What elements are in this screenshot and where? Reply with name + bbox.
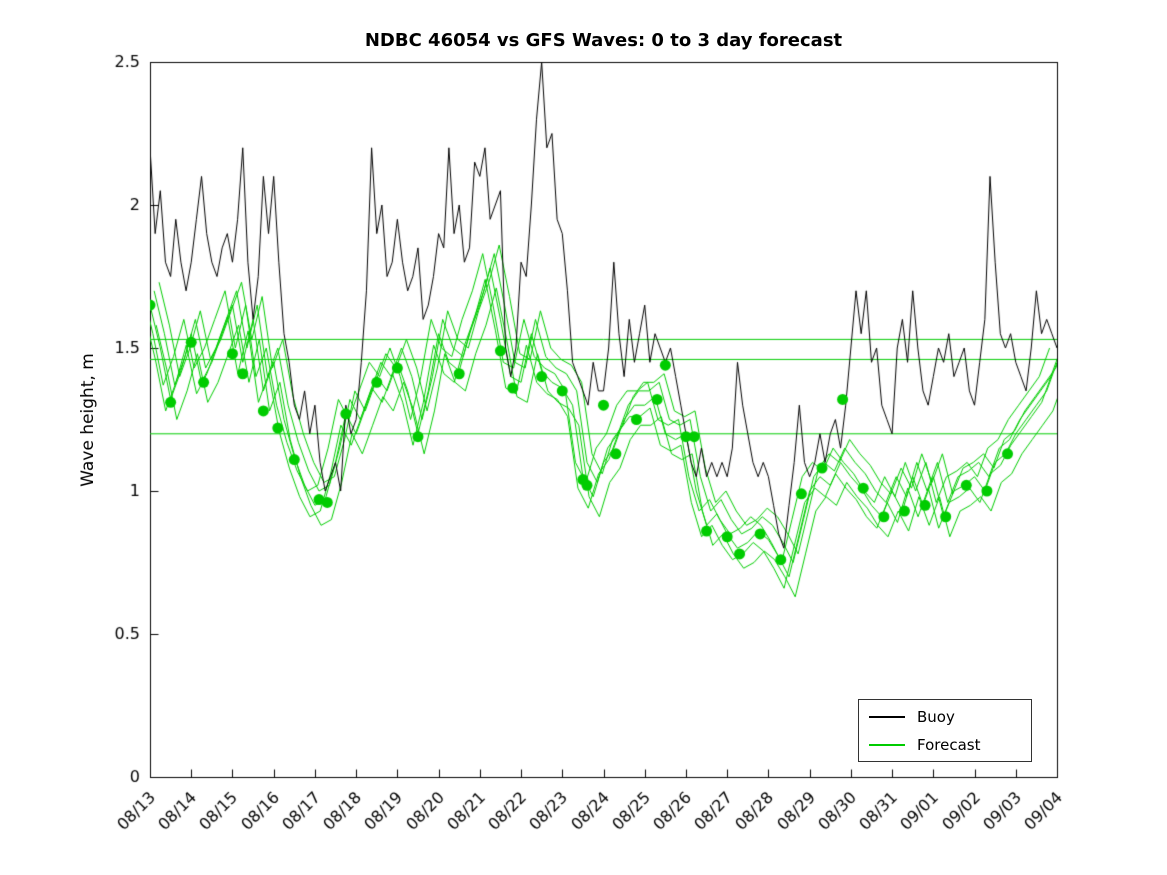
legend-label-forecast: Forecast bbox=[917, 735, 981, 754]
y-axis-label: Wave height, m bbox=[78, 353, 98, 487]
chart-title: NDBC 46054 vs GFS Waves: 0 to 3 day fore… bbox=[364, 30, 843, 51]
buoy-line-swatch-icon bbox=[869, 715, 905, 718]
legend-entry-forecast: Forecast bbox=[859, 731, 1031, 759]
legend-label-buoy: Buoy bbox=[917, 707, 955, 726]
legend-entry-buoy: Buoy bbox=[859, 703, 1031, 731]
legend: Buoy Forecast bbox=[858, 699, 1032, 762]
forecast-line-swatch-icon bbox=[869, 743, 905, 746]
